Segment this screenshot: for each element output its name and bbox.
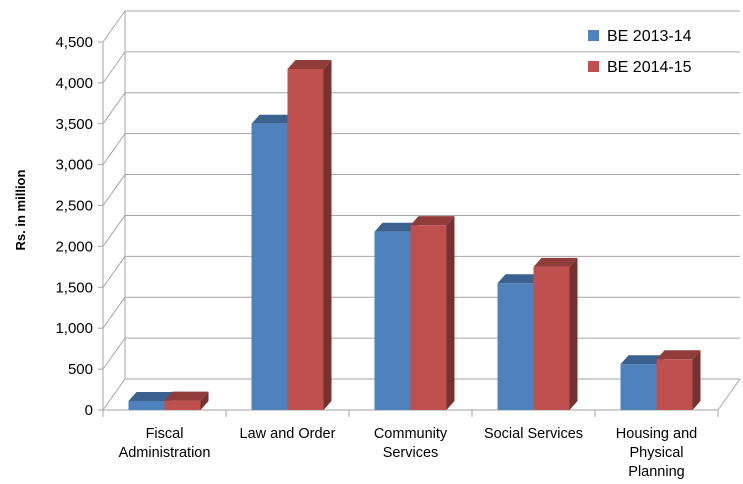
bar-top — [287, 59, 332, 69]
y-axis-ticks: 0 500 1,000 1,500 2,000 2,500 3,000 3,500 4,000 4… — [55, 34, 93, 419]
bar-top — [128, 392, 173, 402]
bar-side — [323, 59, 332, 411]
y-tick-label: 4,000 — [55, 75, 93, 92]
bar-front — [533, 266, 570, 410]
floor-right-edge — [717, 378, 741, 411]
bar-front — [164, 400, 201, 410]
x-axis-labels: Fiscal Administration Law and Order Communi… — [119, 426, 698, 480]
bar-top — [620, 355, 665, 365]
y-tick-label: 2,500 — [55, 198, 93, 215]
y-tick-label: 500 — [68, 361, 93, 378]
x-tick-label: Social Services — [484, 426, 583, 442]
bar-front — [410, 225, 447, 410]
gridline-side — [102, 10, 126, 43]
gridline-side — [102, 378, 126, 411]
y-tick-label: 1,500 — [55, 279, 93, 296]
legend-label: BE 2013-14 — [607, 28, 692, 45]
y-tick-label: 1,000 — [55, 320, 93, 337]
gridline-side — [102, 174, 126, 206]
bar-front — [128, 401, 165, 410]
gridline-side — [102, 296, 126, 329]
x-tick-label: Community Services — [374, 426, 448, 461]
bars — [128, 59, 701, 411]
bar-top — [410, 216, 455, 226]
y-tick-label: 3,000 — [55, 157, 93, 174]
bar-front — [287, 68, 324, 410]
legend-label: BE 2014-15 — [607, 59, 692, 76]
gridline-side — [102, 256, 126, 288]
bar — [287, 59, 332, 411]
bar-front — [656, 359, 693, 410]
y-tick-label: 2,000 — [55, 238, 93, 255]
gridline-side — [102, 337, 126, 370]
y-tick-label: 0 — [85, 402, 93, 419]
bar-top — [656, 350, 701, 360]
legend-swatch — [588, 30, 599, 41]
bar-side — [446, 216, 455, 410]
gridline-side — [102, 215, 126, 247]
bar-top — [164, 391, 209, 401]
y-tick-label: 3,500 — [55, 116, 93, 133]
bar — [410, 216, 455, 410]
y-tick-label: 4,500 — [55, 34, 93, 51]
gridline-side — [102, 133, 126, 165]
bar-side — [200, 391, 209, 410]
bar-side — [569, 257, 578, 410]
gridline-side — [102, 51, 126, 84]
bar — [533, 257, 578, 410]
bar-top — [497, 274, 542, 284]
x-tick-label: Housing and Physical Planning — [616, 426, 697, 480]
legend: BE 2013-14 BE 2014-15 — [588, 28, 692, 76]
bar-front — [374, 231, 411, 410]
gridline-side — [102, 92, 126, 125]
bar-side — [692, 350, 701, 410]
bar — [656, 350, 701, 410]
bar — [164, 391, 209, 410]
bar-front — [497, 283, 534, 410]
bar-front — [620, 364, 657, 410]
bar-top — [251, 114, 296, 124]
bar-top — [533, 257, 578, 267]
y-axis-label: Rs. in million — [13, 169, 28, 250]
bar-front — [251, 123, 288, 411]
bar-top — [374, 222, 419, 232]
legend-swatch — [588, 61, 599, 72]
x-tick-label: Fiscal Administration — [119, 426, 211, 461]
x-tick-label: Law and Order — [240, 426, 336, 442]
